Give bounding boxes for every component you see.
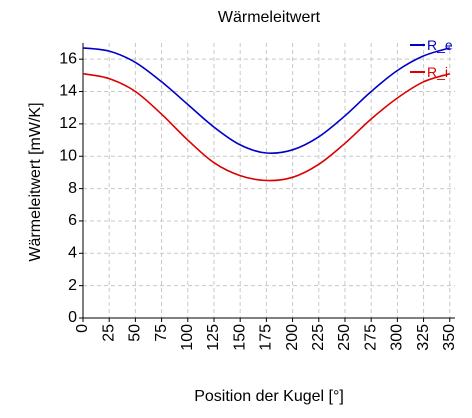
x-tick-label: 275 <box>362 324 379 351</box>
x-tick-label: 350 <box>441 324 458 351</box>
axes <box>79 43 455 322</box>
series-line-r-e <box>82 47 451 155</box>
x-tick-label: 0 <box>74 324 91 333</box>
x-tick-labels: 0 25 50 75 100 125 150 175 200 225 250 275 300 325 350 <box>74 324 458 351</box>
x-tick-label: 325 <box>415 324 432 351</box>
x-tick-label: 250 <box>336 324 353 351</box>
x-tick-label: 175 <box>258 324 275 351</box>
y-tick-labels: 0 2 4 6 8 10 12 14 16 <box>59 50 77 326</box>
series-line-r-i <box>82 72 451 182</box>
legend-label: R_e <box>427 37 453 53</box>
x-tick-label: 150 <box>231 324 248 351</box>
x-tick-label: 50 <box>127 324 144 342</box>
y-tick-label: 14 <box>59 83 77 100</box>
x-axis-label: Position der Kugel [°] <box>194 388 344 405</box>
y-tick-label: 0 <box>68 309 77 326</box>
x-tick-label: 75 <box>153 324 170 342</box>
x-tick-label: 200 <box>284 324 301 351</box>
x-tick-label: 225 <box>310 324 327 351</box>
y-tick-label: 12 <box>59 115 77 132</box>
x-tick-label: 125 <box>205 324 222 351</box>
y-tick-label: 2 <box>68 277 77 294</box>
y-tick-label: 6 <box>68 212 77 229</box>
legend-label: R_i <box>427 64 448 80</box>
y-tick-label: 16 <box>59 50 77 67</box>
x-tick-label: 100 <box>179 324 196 351</box>
y-tick-label: 10 <box>59 147 77 164</box>
x-tick-label: 25 <box>100 324 117 342</box>
y-axis-label: Wärmeleitwert [mW/K] <box>27 102 44 261</box>
x-tick-label: 300 <box>389 324 406 351</box>
legend: R_e R_i <box>410 37 453 80</box>
y-tick-label: 8 <box>68 180 77 197</box>
series-lines <box>82 47 451 182</box>
chart-title: Wärmeleitwert <box>218 9 321 26</box>
y-tick-label: 4 <box>68 245 77 262</box>
